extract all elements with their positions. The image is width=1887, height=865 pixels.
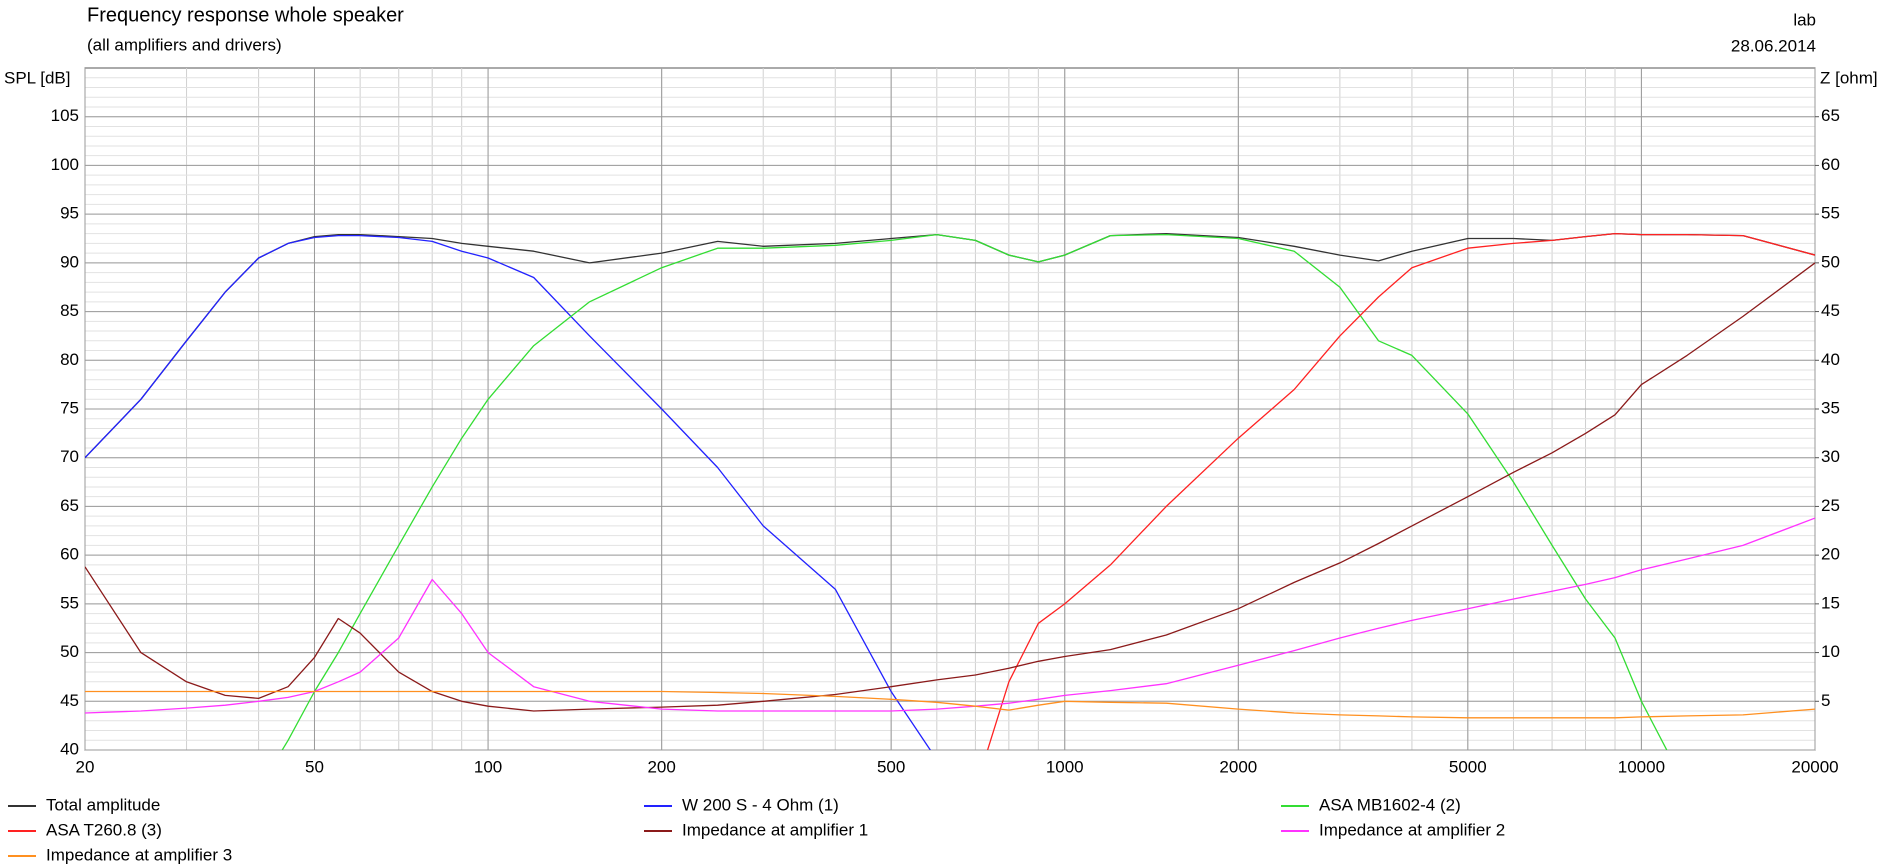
series-line [281,233,1668,750]
annotation: 28.06.2014 [1731,36,1816,55]
x-tick-label: 10000 [1618,757,1665,776]
legend-label: Impedance at amplifier 2 [1319,820,1505,839]
series-lines [85,232,1815,750]
y-tick-label: 70 [60,447,79,466]
x-tick-label: 100 [474,757,502,776]
y-tick-label: 60 [60,545,79,564]
y2-tick-label: 50 [1821,252,1840,271]
y2-tick-label: 55 [1821,204,1840,223]
y-tick-label: 45 [60,691,79,710]
y-tick-label: 100 [51,155,79,174]
annotation: lab [1793,10,1816,29]
series-line [85,234,932,750]
series-line [85,690,1815,719]
series-line [986,232,1815,750]
legend-label: Total amplitude [46,795,160,814]
y2-tick-label: 40 [1821,350,1840,369]
legend-label: Impedance at amplifier 1 [682,820,868,839]
y2-tick-label: 35 [1821,398,1840,417]
legend-label: Impedance at amplifier 3 [46,845,232,864]
chart-title: Frequency response whole speaker [87,4,404,26]
y-axis-label: SPL [dB] [4,68,70,87]
y2-axis-label: Z [ohm] [1820,68,1878,87]
series-line [85,262,1815,712]
y-tick-label: 80 [60,350,79,369]
chart-subtitle: (all amplifiers and drivers) [87,35,282,54]
x-tick-label: 200 [647,757,675,776]
legend-label: W 200 S - 4 Ohm (1) [682,795,839,814]
legend-label: ASA MB1602-4 (2) [1319,795,1461,814]
legend-label: ASA T260.8 (3) [46,820,162,839]
y2-tick-label: 60 [1821,155,1840,174]
x-tick-label: 1000 [1046,757,1084,776]
y2-tick-label: 5 [1821,691,1830,710]
grid [84,68,1819,751]
y-tick-label: 40 [60,739,79,758]
y2-tick-label: 10 [1821,642,1840,661]
y2-tick-label: 30 [1821,447,1840,466]
x-tick-label: 5000 [1449,757,1487,776]
y-tick-label: 105 [51,106,79,125]
x-tick-label: 2000 [1219,757,1257,776]
x-tick-label: 20000 [1791,757,1838,776]
y-tick-label: 55 [60,593,79,612]
y-tick-label: 75 [60,398,79,417]
x-tick-label: 20 [76,757,95,776]
y-tick-label: 90 [60,252,79,271]
y2-tick-label: 65 [1821,106,1840,125]
y2-tick-label: 15 [1821,593,1840,612]
y-tick-label: 95 [60,204,79,223]
x-tick-label: 50 [305,757,324,776]
y2-tick-label: 45 [1821,301,1840,320]
series-line [85,517,1815,714]
y-tick-label: 85 [60,301,79,320]
y2-tick-label: 20 [1821,545,1840,564]
x-tick-label: 500 [877,757,905,776]
y-tick-label: 65 [60,496,79,515]
y-tick-label: 50 [60,642,79,661]
y2-tick-label: 25 [1821,496,1840,515]
